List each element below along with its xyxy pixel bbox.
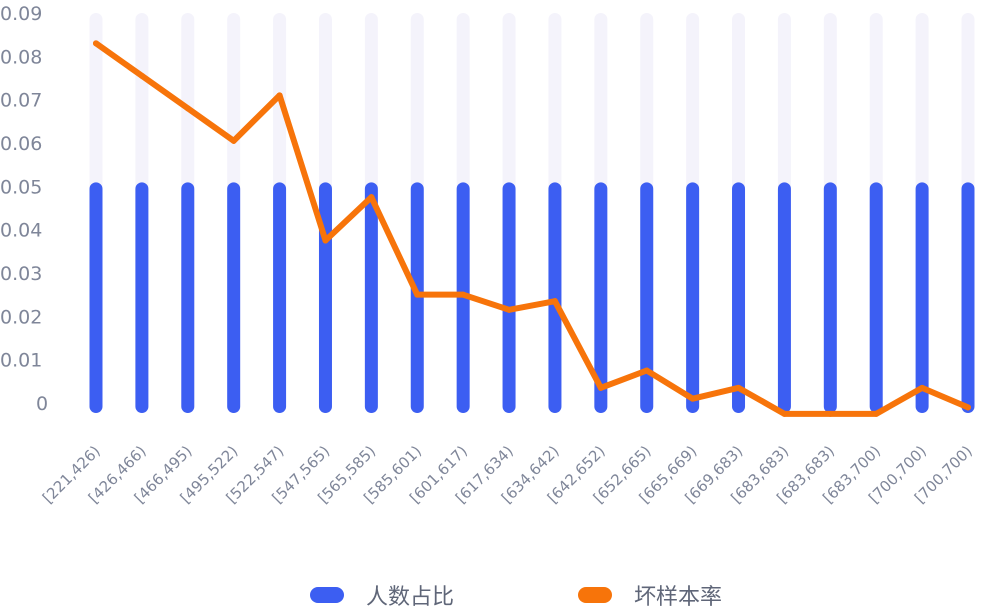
line-point[interactable] xyxy=(460,291,467,298)
line-point[interactable] xyxy=(827,410,834,417)
y-tick-label: 0.05 xyxy=(0,176,42,198)
line-point[interactable] xyxy=(781,410,788,417)
legend-item-line-series[interactable]: 坏样本率 xyxy=(578,580,722,610)
bar[interactable] xyxy=(181,182,195,413)
y-tick-label: 0.04 xyxy=(0,220,42,242)
bar[interactable] xyxy=(732,182,746,413)
bar[interactable] xyxy=(89,182,103,413)
bar-series xyxy=(89,182,975,413)
y-tick-label: 0.02 xyxy=(0,306,42,328)
line-point[interactable] xyxy=(322,237,329,244)
line-point[interactable] xyxy=(643,367,650,374)
line-series xyxy=(93,40,971,417)
bar[interactable] xyxy=(548,182,562,413)
chart: 0 0.01 0.02 0.03 0.04 0.05 0.06 0.07 0.08 0.09 [2… xyxy=(0,3,976,507)
line-point[interactable] xyxy=(93,40,99,47)
y-tick-label: 0.09 xyxy=(0,3,42,25)
bar[interactable] xyxy=(961,182,975,413)
bar[interactable] xyxy=(686,182,700,413)
line-point[interactable] xyxy=(414,291,421,298)
line-point[interactable] xyxy=(551,298,558,305)
line-point[interactable] xyxy=(230,137,237,144)
background-bars xyxy=(89,13,975,413)
bar[interactable] xyxy=(594,182,608,413)
bar[interactable] xyxy=(640,182,654,413)
legend-swatch-line xyxy=(578,587,612,603)
line-point[interactable] xyxy=(965,404,971,411)
bar[interactable] xyxy=(823,182,837,413)
y-axis: 0 0.01 0.02 0.03 0.04 0.05 0.06 0.07 0.08 0.09 xyxy=(0,3,48,415)
line-point[interactable] xyxy=(368,194,375,201)
line-point[interactable] xyxy=(735,384,742,391)
line-point[interactable] xyxy=(184,105,191,112)
line-point[interactable] xyxy=(138,72,145,79)
line-point[interactable] xyxy=(919,384,926,391)
legend: 人数占比 坏样本率 xyxy=(0,580,986,610)
legend-label-line: 坏样本率 xyxy=(634,585,723,610)
bar[interactable] xyxy=(869,182,883,413)
y-tick-label: 0 xyxy=(36,393,48,415)
legend-item-bar-series[interactable]: 人数占比 xyxy=(310,580,454,610)
line-point[interactable] xyxy=(276,92,283,99)
bar[interactable] xyxy=(502,182,516,413)
legend-label-bar: 人数占比 xyxy=(366,585,455,610)
bar[interactable] xyxy=(135,182,149,413)
line-point[interactable] xyxy=(873,410,880,417)
bar[interactable] xyxy=(227,182,241,413)
line-point[interactable] xyxy=(689,395,696,402)
y-tick-label: 0.06 xyxy=(0,133,42,155)
x-axis: [221,426)[426,466)[466,495)[495,522)[522… xyxy=(39,442,976,507)
y-tick-label: 0.08 xyxy=(0,46,42,68)
bar[interactable] xyxy=(364,182,378,413)
bar[interactable] xyxy=(915,182,929,413)
line-point[interactable] xyxy=(506,306,513,313)
line-point[interactable] xyxy=(597,384,604,391)
legend-swatch-bar xyxy=(310,587,344,603)
y-tick-label: 0.03 xyxy=(0,263,42,285)
line-path[interactable] xyxy=(93,40,971,417)
bar[interactable] xyxy=(273,182,287,413)
y-tick-label: 0.01 xyxy=(0,350,42,372)
y-tick-label: 0.07 xyxy=(0,90,42,112)
bar[interactable] xyxy=(777,182,791,413)
